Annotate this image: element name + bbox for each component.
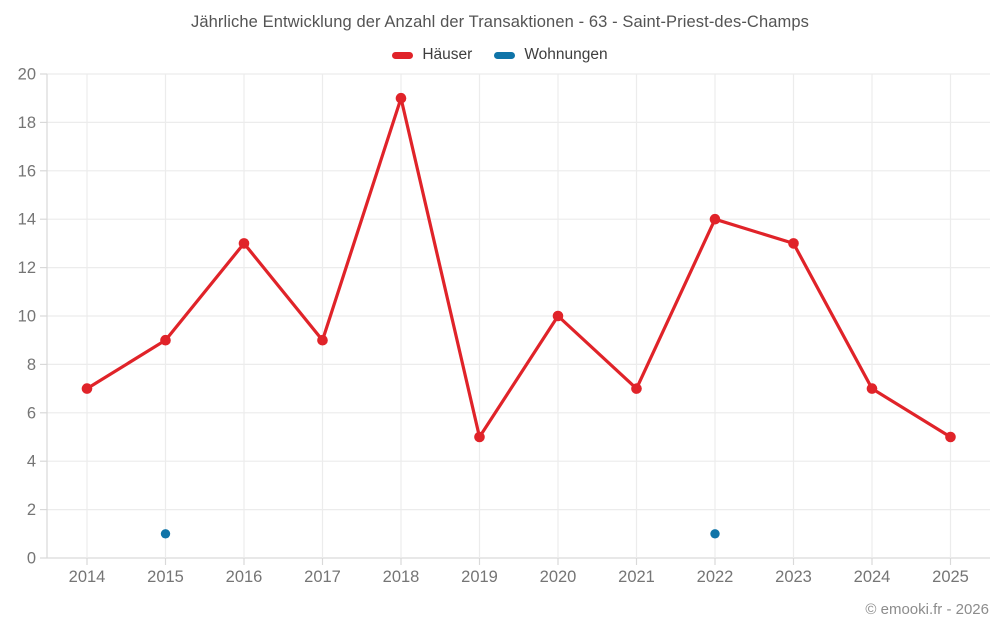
y-tick-label: 14 xyxy=(18,211,36,229)
y-tick-label: 6 xyxy=(27,404,36,422)
data-point-wohnungen-2015[interactable] xyxy=(160,529,171,539)
chart-title: Jährliche Entwicklung der Anzahl der Tra… xyxy=(191,13,809,31)
y-tick-label: 0 xyxy=(27,550,36,568)
data-point-h-user-2014[interactable] xyxy=(81,383,93,394)
y-tick-label: 10 xyxy=(18,308,36,326)
legend-label-wohnungen: Wohnungen xyxy=(524,46,608,63)
y-tick-label: 8 xyxy=(27,356,36,374)
data-point-h-user-2019[interactable] xyxy=(474,431,485,443)
series-line-h-user xyxy=(85,96,953,439)
y-tick-label: 18 xyxy=(18,114,36,132)
data-point-h-user-2015[interactable] xyxy=(160,334,171,346)
data-point-h-user-2022[interactable] xyxy=(709,213,721,225)
legend-item-hauser[interactable]: Häuser xyxy=(392,46,472,64)
y-tick-label: 4 xyxy=(27,453,36,471)
legend-swatch-wohnungen-icon xyxy=(494,51,516,59)
y-tick-label: 2 xyxy=(27,501,36,519)
data-point-h-user-2023[interactable] xyxy=(788,238,799,249)
x-tick-label: 2025 xyxy=(932,568,969,586)
x-tick-label: 2015 xyxy=(147,568,184,586)
y-tick-label: 16 xyxy=(18,162,36,180)
x-tick-label: 2018 xyxy=(383,568,420,586)
x-tick-label: 2021 xyxy=(618,568,655,586)
data-point-h-user-2017[interactable] xyxy=(317,334,328,346)
x-tick-label: 2019 xyxy=(461,568,498,586)
data-point-h-user-2025[interactable] xyxy=(945,431,956,443)
chart-legend: Häuser Wohnungen xyxy=(0,46,1000,64)
legend-label-hauser: Häuser xyxy=(422,46,473,63)
x-tick-label: 2023 xyxy=(775,568,812,586)
x-tick-label: 2016 xyxy=(226,568,263,586)
x-tick-label: 2020 xyxy=(540,568,577,586)
x-tick-label: 2017 xyxy=(304,568,341,586)
data-point-h-user-2018[interactable] xyxy=(395,92,407,104)
x-tick-label: 2024 xyxy=(854,568,891,586)
data-point-wohnungen-2022[interactable] xyxy=(710,529,720,539)
copyright-text: © emooki.fr - 2026 xyxy=(865,601,989,618)
legend-swatch-hauser-icon xyxy=(392,51,414,59)
x-tick-label: 2022 xyxy=(697,568,734,586)
y-tick-label: 12 xyxy=(18,259,36,277)
x-tick-label: 2014 xyxy=(69,568,106,586)
data-point-h-user-2016[interactable] xyxy=(238,238,250,249)
data-point-h-user-2021[interactable] xyxy=(631,383,642,394)
y-tick-label: 20 xyxy=(18,66,36,84)
data-point-h-user-2024[interactable] xyxy=(866,383,878,394)
legend-item-wohnungen[interactable]: Wohnungen xyxy=(494,46,608,64)
data-point-h-user-2020[interactable] xyxy=(552,310,564,322)
